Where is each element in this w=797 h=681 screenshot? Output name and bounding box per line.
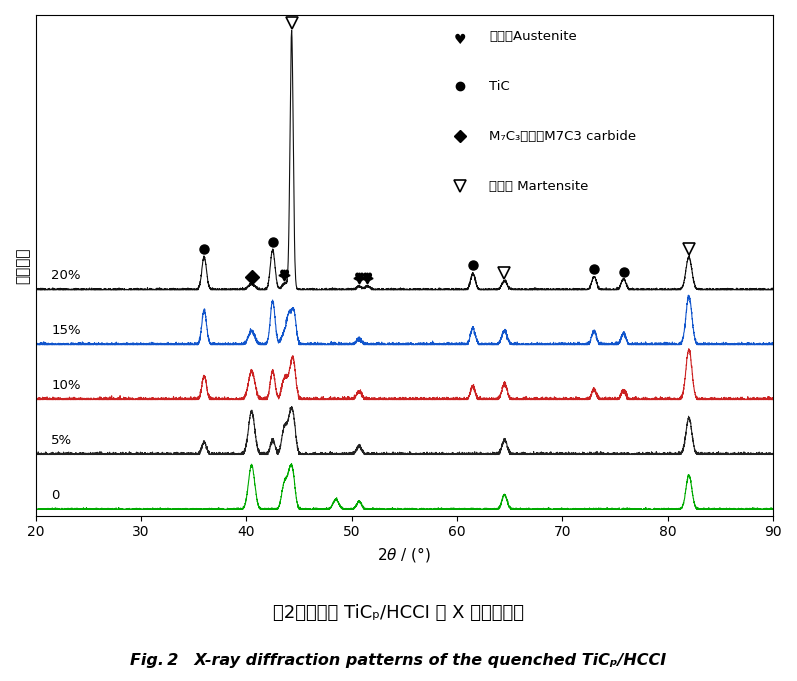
Text: M₇C₃碳化物M7C3 carbide: M₇C₃碳化物M7C3 carbide — [489, 130, 636, 143]
Text: 15%: 15% — [51, 324, 81, 337]
Text: Fig. 2 X-ray diffraction patterns of the quenched TiCₚ/HCCI: Fig. 2 X-ray diffraction patterns of the… — [131, 653, 666, 668]
Text: ♥: ♥ — [362, 272, 373, 285]
Text: 5%: 5% — [51, 434, 73, 447]
Text: TiC: TiC — [489, 80, 510, 93]
Text: ♥: ♥ — [453, 33, 466, 46]
Text: 图2　淨火态 TiCₚ/HCCI 的 X 射线蝁射图: 图2 淨火态 TiCₚ/HCCI 的 X 射线蝁射图 — [273, 604, 524, 622]
Y-axis label: 相对强度: 相对强度 — [15, 247, 30, 283]
Text: ♥: ♥ — [353, 272, 365, 285]
Text: 0: 0 — [51, 489, 60, 502]
Text: 10%: 10% — [51, 379, 80, 392]
Text: 奥氏体Austenite: 奥氏体Austenite — [489, 30, 577, 43]
X-axis label: 2$\theta$ / (°): 2$\theta$ / (°) — [377, 545, 431, 564]
Text: 20%: 20% — [51, 269, 80, 282]
Text: ♥: ♥ — [279, 269, 290, 282]
Text: 马氏体 Martensite: 马氏体 Martensite — [489, 180, 588, 193]
